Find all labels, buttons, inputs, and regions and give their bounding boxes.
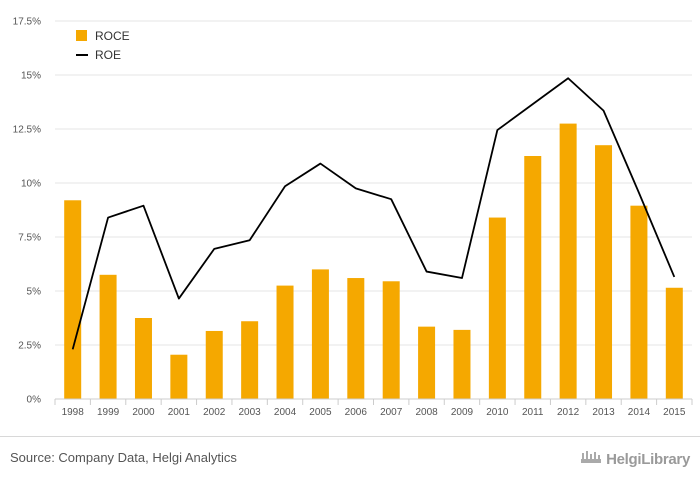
roe-line-group: [71, 77, 676, 350]
roce-bar: [418, 326, 436, 399]
x-tick-label: 2005: [309, 407, 332, 418]
roce-bar: [488, 217, 506, 399]
roce-bar: [276, 285, 294, 399]
legend-label-roce: ROCE: [95, 29, 130, 43]
roce-bar: [665, 287, 683, 399]
x-tick-label: 2006: [345, 407, 368, 418]
x-tick-label: 2000: [132, 407, 155, 418]
x-tick-label: 2004: [274, 407, 297, 418]
helgi-library-logo[interactable]: HelgiLibrary: [580, 449, 690, 470]
roce-bar: [347, 278, 365, 399]
legend-label-roe: ROE: [95, 48, 121, 62]
roce-bar: [99, 274, 117, 399]
legend-swatch-roce: [76, 30, 87, 41]
x-tick-label: 2015: [663, 407, 686, 418]
helgi-logo-icon: [580, 449, 602, 470]
y-tick-label: 10%: [21, 179, 41, 190]
y-axis-ticks: 0% 2.5% 5% 7.5% 10% 12.5% 15% 17.5%: [13, 17, 41, 406]
roce-bar: [559, 123, 577, 399]
roce-bar: [595, 145, 613, 399]
x-tick-label: 2013: [592, 407, 615, 418]
roce-bar: [170, 354, 188, 399]
roce-bar: [630, 205, 648, 399]
x-tick-label: 2010: [486, 407, 509, 418]
y-tick-label: 12.5%: [13, 125, 41, 136]
roce-bar: [241, 321, 259, 399]
y-tick-label: 7.5%: [18, 233, 41, 244]
x-tick-label: 2009: [451, 407, 474, 418]
x-tick-label: 2001: [168, 407, 191, 418]
x-tick-label: 2014: [628, 407, 651, 418]
y-tick-label: 5%: [27, 287, 42, 298]
roce-bar: [311, 269, 329, 399]
x-tick-label: 2012: [557, 407, 580, 418]
roe-line: [71, 77, 676, 350]
roce-bar: [382, 281, 400, 399]
x-tick-label: 2002: [203, 407, 226, 418]
gridlines: [55, 20, 692, 346]
x-tick-label: 2011: [522, 407, 544, 418]
x-tick-label: 2007: [380, 407, 403, 418]
y-tick-label: 0%: [27, 395, 42, 406]
roce-bar: [205, 330, 223, 399]
roce-bar: [134, 318, 152, 399]
footer-divider: [0, 436, 700, 437]
x-tick-label: 2008: [415, 407, 438, 418]
source-note: Source: Company Data, Helgi Analytics: [10, 450, 237, 465]
y-tick-label: 17.5%: [13, 17, 41, 28]
y-tick-label: 2.5%: [18, 341, 41, 352]
chart: 0% 2.5% 5% 7.5% 10% 12.5% 15% 17.5% 1998 1999 200…: [13, 17, 693, 418]
x-tick-label: 1998: [62, 407, 85, 418]
x-tick-label: 1999: [97, 407, 120, 418]
roce-bar: [64, 200, 82, 399]
y-tick-label: 15%: [21, 71, 41, 82]
x-axis: [54, 398, 693, 405]
x-tick-label: 2003: [239, 407, 262, 418]
roce-bars: [64, 123, 683, 399]
x-axis-ticks: 1998 1999 2000 2001 2002 2003 2004 2005 2006 2007…: [62, 407, 686, 418]
logo-text: HelgiLibrary: [606, 451, 690, 468]
roce-bar: [453, 329, 471, 399]
legend: ROCE ROE: [76, 29, 130, 62]
roce-bar: [524, 156, 542, 399]
